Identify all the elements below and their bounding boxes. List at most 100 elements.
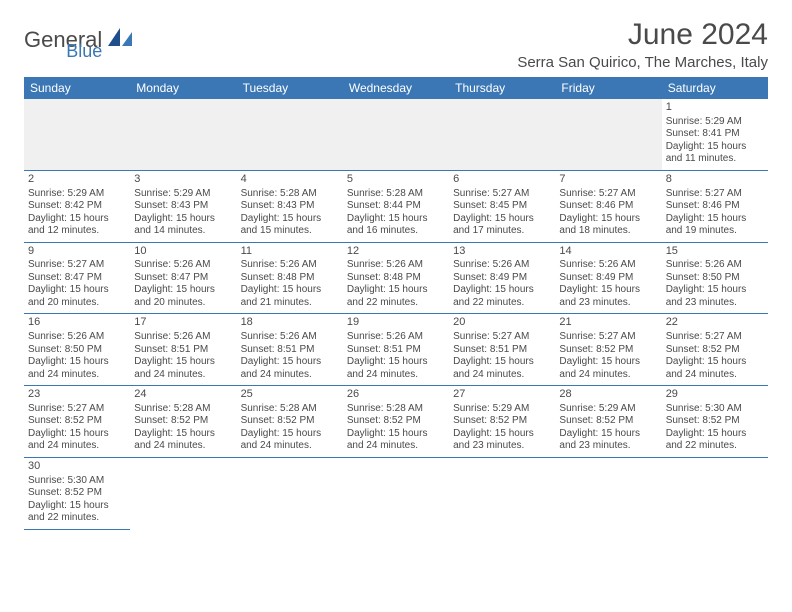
calendar-cell: 23Sunrise: 5:27 AMSunset: 8:52 PMDayligh… [24,386,130,458]
sunrise-line: Sunrise: 5:27 AM [453,331,551,344]
daylight-line: Daylight: 15 hours and 21 minutes. [241,284,339,309]
day-number: 28 [559,388,657,402]
day-number: 15 [666,245,764,259]
calendar-cell-empty [555,99,661,170]
day-number: 14 [559,245,657,259]
daylight-line: Daylight: 15 hours and 24 minutes. [28,356,126,381]
sunrise-line: Sunrise: 5:28 AM [347,403,445,416]
calendar-cell: 2Sunrise: 5:29 AMSunset: 8:42 PMDaylight… [24,170,130,242]
day-number: 7 [559,173,657,187]
sunrise-line: Sunrise: 5:27 AM [453,188,551,201]
sunrise-line: Sunrise: 5:26 AM [134,331,232,344]
calendar-cell-empty [343,457,449,529]
daylight-line: Daylight: 15 hours and 22 minutes. [666,428,764,453]
calendar-row: 2Sunrise: 5:29 AMSunset: 8:42 PMDaylight… [24,170,768,242]
sunrise-line: Sunrise: 5:30 AM [28,475,126,488]
sunset-line: Sunset: 8:52 PM [347,415,445,428]
sunrise-line: Sunrise: 5:26 AM [347,259,445,272]
daylight-line: Daylight: 15 hours and 23 minutes. [453,428,551,453]
daylight-line: Daylight: 15 hours and 19 minutes. [666,213,764,238]
calendar-cell: 14Sunrise: 5:26 AMSunset: 8:49 PMDayligh… [555,242,661,314]
calendar-row: 16Sunrise: 5:26 AMSunset: 8:50 PMDayligh… [24,314,768,386]
calendar-cell: 3Sunrise: 5:29 AMSunset: 8:43 PMDaylight… [130,170,236,242]
day-number: 27 [453,388,551,402]
daylight-line: Daylight: 15 hours and 22 minutes. [453,284,551,309]
calendar-cell: 27Sunrise: 5:29 AMSunset: 8:52 PMDayligh… [449,386,555,458]
daylight-line: Daylight: 15 hours and 16 minutes. [347,213,445,238]
calendar-cell: 18Sunrise: 5:26 AMSunset: 8:51 PMDayligh… [237,314,343,386]
sail-icon [106,26,134,53]
sunrise-line: Sunrise: 5:29 AM [666,116,764,129]
sunrise-line: Sunrise: 5:28 AM [134,403,232,416]
calendar-table: SundayMondayTuesdayWednesdayThursdayFrid… [24,77,768,530]
calendar-cell: 5Sunrise: 5:28 AMSunset: 8:44 PMDaylight… [343,170,449,242]
month-title: June 2024 [517,18,768,52]
calendar-cell: 10Sunrise: 5:26 AMSunset: 8:47 PMDayligh… [130,242,236,314]
day-number: 29 [666,388,764,402]
calendar-cell: 28Sunrise: 5:29 AMSunset: 8:52 PMDayligh… [555,386,661,458]
daylight-line: Daylight: 15 hours and 14 minutes. [134,213,232,238]
day-number: 30 [28,460,126,474]
sunrise-line: Sunrise: 5:26 AM [347,331,445,344]
calendar-cell: 12Sunrise: 5:26 AMSunset: 8:48 PMDayligh… [343,242,449,314]
calendar-cell-empty [237,99,343,170]
daylight-line: Daylight: 15 hours and 23 minutes. [559,428,657,453]
calendar-cell: 9Sunrise: 5:27 AMSunset: 8:47 PMDaylight… [24,242,130,314]
sunrise-line: Sunrise: 5:26 AM [559,259,657,272]
sunset-line: Sunset: 8:41 PM [666,128,764,141]
sunrise-line: Sunrise: 5:29 AM [28,188,126,201]
sunset-line: Sunset: 8:52 PM [134,415,232,428]
calendar-cell: 21Sunrise: 5:27 AMSunset: 8:52 PMDayligh… [555,314,661,386]
calendar-cell: 8Sunrise: 5:27 AMSunset: 8:46 PMDaylight… [662,170,768,242]
daylight-line: Daylight: 15 hours and 24 minutes. [666,356,764,381]
calendar-cell: 20Sunrise: 5:27 AMSunset: 8:51 PMDayligh… [449,314,555,386]
calendar-cell: 17Sunrise: 5:26 AMSunset: 8:51 PMDayligh… [130,314,236,386]
sunrise-line: Sunrise: 5:29 AM [453,403,551,416]
day-number: 1 [666,101,764,115]
calendar-cell: 7Sunrise: 5:27 AMSunset: 8:46 PMDaylight… [555,170,661,242]
sunrise-line: Sunrise: 5:27 AM [666,331,764,344]
title-block: June 2024 Serra San Quirico, The Marches… [517,18,768,71]
sunset-line: Sunset: 8:49 PM [453,272,551,285]
sunrise-line: Sunrise: 5:26 AM [28,331,126,344]
sunset-line: Sunset: 8:51 PM [347,344,445,357]
calendar-cell: 29Sunrise: 5:30 AMSunset: 8:52 PMDayligh… [662,386,768,458]
sunrise-line: Sunrise: 5:26 AM [134,259,232,272]
day-number: 26 [347,388,445,402]
day-number: 9 [28,245,126,259]
day-number: 11 [241,245,339,259]
day-number: 6 [453,173,551,187]
day-number: 19 [347,316,445,330]
sunrise-line: Sunrise: 5:28 AM [241,188,339,201]
day-number: 23 [28,388,126,402]
daylight-line: Daylight: 15 hours and 17 minutes. [453,213,551,238]
sunrise-line: Sunrise: 5:30 AM [666,403,764,416]
calendar-cell: 15Sunrise: 5:26 AMSunset: 8:50 PMDayligh… [662,242,768,314]
sunset-line: Sunset: 8:52 PM [666,415,764,428]
daylight-line: Daylight: 15 hours and 23 minutes. [666,284,764,309]
day-header: Wednesday [343,77,449,99]
sunset-line: Sunset: 8:52 PM [559,344,657,357]
calendar-cell: 24Sunrise: 5:28 AMSunset: 8:52 PMDayligh… [130,386,236,458]
calendar-row: 1Sunrise: 5:29 AMSunset: 8:41 PMDaylight… [24,99,768,170]
sunrise-line: Sunrise: 5:26 AM [453,259,551,272]
calendar-cell: 25Sunrise: 5:28 AMSunset: 8:52 PMDayligh… [237,386,343,458]
calendar-cell-empty [130,457,236,529]
day-header: Sunday [24,77,130,99]
sunset-line: Sunset: 8:51 PM [134,344,232,357]
calendar-cell-empty [130,99,236,170]
sunset-line: Sunset: 8:52 PM [666,344,764,357]
sunrise-line: Sunrise: 5:28 AM [347,188,445,201]
sunset-line: Sunset: 8:52 PM [559,415,657,428]
calendar-cell: 16Sunrise: 5:26 AMSunset: 8:50 PMDayligh… [24,314,130,386]
daylight-line: Daylight: 15 hours and 24 minutes. [134,356,232,381]
daylight-line: Daylight: 15 hours and 24 minutes. [134,428,232,453]
calendar-row: 30Sunrise: 5:30 AMSunset: 8:52 PMDayligh… [24,457,768,529]
daylight-line: Daylight: 15 hours and 24 minutes. [347,428,445,453]
calendar-header-row: SundayMondayTuesdayWednesdayThursdayFrid… [24,77,768,99]
daylight-line: Daylight: 15 hours and 24 minutes. [453,356,551,381]
calendar-row: 9Sunrise: 5:27 AMSunset: 8:47 PMDaylight… [24,242,768,314]
sunset-line: Sunset: 8:47 PM [28,272,126,285]
daylight-line: Daylight: 15 hours and 24 minutes. [241,356,339,381]
day-number: 2 [28,173,126,187]
